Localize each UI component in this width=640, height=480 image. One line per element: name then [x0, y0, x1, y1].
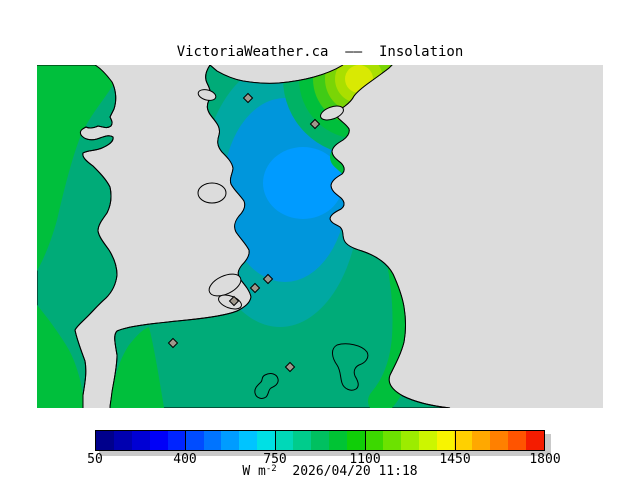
station-diamond-icon [262, 273, 274, 285]
colorbar-segment [275, 431, 294, 450]
colorbar-segment [346, 431, 365, 450]
elk-beaver-lake-outline [332, 343, 369, 391]
map-canvas [36, 64, 603, 409]
left-coastline [37, 64, 118, 408]
colorbar-tick-label: 1100 [349, 452, 381, 467]
colorbar-segment [131, 431, 150, 450]
colorbar-tick-label: 50 [87, 452, 103, 467]
colorbar-segment [167, 431, 186, 450]
colorbar-tick [365, 430, 366, 451]
colorbar-segment [328, 431, 347, 450]
colorbar-segment [364, 431, 383, 450]
colorbar-segment [436, 431, 455, 450]
left-bottom-bright-region [37, 305, 83, 408]
colorbar-tick [455, 430, 456, 451]
station-diamond-icon [242, 92, 254, 104]
contour-blue-core [263, 147, 343, 219]
brentwood-bay [208, 273, 242, 297]
station-markers [167, 92, 321, 373]
colorbar-segment [221, 431, 240, 450]
colorbar-segment [113, 431, 132, 450]
station-diamond-icon [228, 295, 240, 307]
station-diamond-icon [284, 361, 296, 373]
colorbar-tick [275, 430, 276, 451]
colorbar-tick-label: 400 [173, 452, 197, 467]
colorbar-segment [508, 431, 527, 450]
colorbar-segment [490, 431, 509, 450]
units-exponent: -2 [265, 464, 277, 474]
station-diamond-icon [167, 337, 179, 349]
prospect-lake-outline [254, 373, 279, 399]
colorbar-tick-label: 750 [263, 452, 287, 467]
colorbar-tick [185, 430, 186, 451]
colorbar-segment [239, 431, 258, 450]
colorbar [95, 430, 545, 451]
deep-cove-bay [197, 89, 217, 101]
insolation-map [36, 64, 603, 409]
colorbar-caption: W m-2 2026/04/20 11:18 [0, 464, 640, 479]
colorbar-segment [454, 431, 473, 450]
colorbar-segment [257, 431, 276, 450]
tsehum-harbour [320, 105, 344, 121]
colorbar-segment [418, 431, 437, 450]
datetime-label: 2026/04/20 11:18 [292, 464, 418, 479]
colorbar-tick-label: 1800 [529, 452, 561, 467]
colorbar-segment [293, 431, 312, 450]
patricia-bay [197, 182, 227, 204]
inlet-east-bright-strip [110, 327, 164, 408]
colorbar-segment [185, 431, 204, 450]
colorbar-tick-label: 1450 [439, 452, 471, 467]
colorbar-segment [203, 431, 222, 450]
left-top-bright-region [37, 65, 115, 271]
colorbar-segment [382, 431, 401, 450]
page-title: VictoriaWeather.ca —— Insolation [176, 44, 464, 60]
colorbar-segment [311, 431, 329, 450]
station-diamond-icon [249, 282, 261, 294]
colorbar-segment [526, 431, 545, 450]
colorbar-segment [149, 431, 168, 450]
colorbar-segment [472, 431, 491, 450]
station-diamond-icon [309, 118, 321, 130]
colorbar-segment [400, 431, 419, 450]
units-label: W m [242, 464, 266, 479]
colorbar-segment [96, 431, 114, 450]
caption-gap [277, 464, 293, 479]
